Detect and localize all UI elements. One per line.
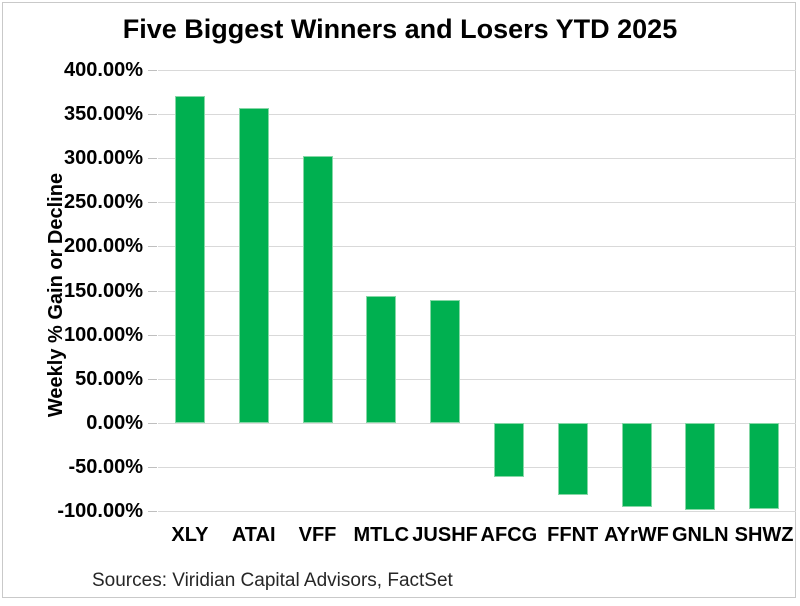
y-axis-tick	[148, 246, 157, 248]
bar-gnln	[685, 422, 716, 511]
x-axis-label-mtlc: MTLC	[353, 524, 410, 546]
chart-title: Five Biggest Winners and Losers YTD 2025	[122, 14, 678, 44]
y-axis-tick-label: 350.00%	[64, 103, 143, 126]
gridline	[158, 290, 796, 292]
bar-jushf	[430, 300, 461, 423]
y-axis-tick-label: 250.00%	[64, 191, 143, 214]
x-axis-label-shwz: SHWZ	[734, 524, 794, 546]
y-axis-tick	[148, 466, 157, 468]
y-axis-tick-label: 300.00%	[64, 147, 143, 170]
bar-atai	[238, 107, 269, 423]
x-axis-label-gnln: GNLN	[671, 524, 729, 546]
gridline	[158, 422, 796, 424]
x-axis-label-atai: ATAI	[231, 524, 276, 546]
y-axis-tick-label: 0.00%	[86, 411, 143, 434]
bar-xly	[174, 96, 205, 423]
bar-vff	[302, 156, 333, 423]
x-axis-label-ayrwf: AYrWF	[604, 524, 669, 546]
y-axis-tick-label: 50.00%	[75, 367, 143, 390]
source-note: Sources: Viridian Capital Advisors, Fact…	[92, 570, 453, 591]
y-axis-tick-label: -50.00%	[68, 455, 144, 478]
y-axis-tick-label: -100.00%	[57, 500, 143, 522]
gridline	[158, 511, 796, 512]
bar-mtlc	[366, 295, 397, 423]
gridline	[158, 202, 796, 204]
y-axis-tick	[148, 334, 157, 336]
x-axis-label-jushf: JUSHF	[412, 524, 478, 546]
gridline	[158, 70, 796, 71]
x-axis-label-xly: XLY	[171, 524, 209, 546]
gridline	[158, 334, 796, 336]
y-axis-tick-label: 200.00%	[64, 235, 143, 258]
y-axis-tick	[148, 511, 157, 512]
y-axis-tick-label: 150.00%	[64, 279, 143, 302]
y-axis-tick	[148, 202, 157, 204]
gridline	[158, 378, 796, 380]
bar-ayrwf	[621, 422, 652, 507]
gridline	[158, 246, 796, 248]
bar-ffnt	[557, 422, 588, 496]
y-axis-tick	[148, 158, 157, 160]
y-axis-tick-label: 400.00%	[64, 59, 143, 81]
y-axis-tick	[148, 422, 157, 424]
gridline	[158, 114, 796, 116]
bar-afcg	[493, 422, 524, 477]
y-axis-tick	[148, 70, 157, 71]
gridline	[158, 158, 796, 160]
x-axis-label-afcg: AFCG	[480, 524, 538, 546]
y-axis-tick	[148, 290, 157, 292]
gridline	[158, 466, 796, 468]
x-axis-label-ffnt: FFNT	[547, 524, 599, 546]
x-axis-label-vff: VFF	[298, 524, 337, 546]
bar-shwz	[749, 422, 780, 510]
y-axis-tick-label: 100.00%	[64, 323, 143, 346]
y-axis-tick	[148, 378, 157, 380]
y-axis-tick	[148, 114, 157, 116]
